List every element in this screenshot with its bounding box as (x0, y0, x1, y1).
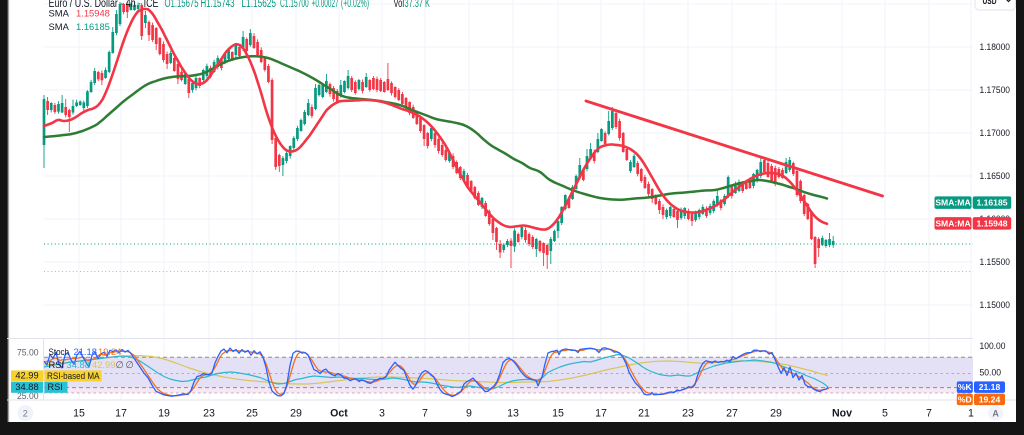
svg-text:%K: %K (958, 382, 973, 392)
svg-text:42.99: 42.99 (15, 371, 38, 381)
svg-text:23: 23 (203, 408, 215, 420)
svg-text:1.17500: 1.17500 (980, 85, 1011, 95)
svg-text:1.15500: 1.15500 (980, 257, 1011, 267)
svg-text:23: 23 (682, 408, 694, 420)
svg-text:5: 5 (882, 408, 888, 420)
svg-text:USD: USD (983, 0, 997, 7)
svg-text:3: 3 (379, 408, 385, 420)
svg-text:19.24: 19.24 (979, 394, 1001, 404)
svg-text:34.88: 34.88 (15, 382, 38, 392)
svg-text:A: A (992, 408, 999, 418)
svg-text:15: 15 (73, 408, 85, 420)
svg-text:7: 7 (926, 408, 932, 420)
svg-text:1.16185: 1.16185 (976, 198, 1007, 208)
svg-text:19: 19 (158, 408, 170, 420)
svg-text:Nov: Nov (832, 408, 852, 420)
svg-text:1.15000: 1.15000 (980, 300, 1011, 310)
svg-text:1.16500: 1.16500 (980, 171, 1011, 181)
svg-text:17: 17 (595, 408, 607, 420)
svg-text:50.00: 50.00 (980, 368, 1002, 378)
svg-text:27: 27 (726, 408, 738, 420)
svg-text:1.18000: 1.18000 (980, 42, 1011, 52)
svg-text:1.15948: 1.15948 (976, 218, 1007, 228)
svg-text:1: 1 (968, 408, 974, 420)
svg-text:2: 2 (23, 408, 28, 418)
svg-text:RSI: RSI (48, 382, 63, 392)
svg-text:29: 29 (770, 408, 782, 420)
svg-text:7: 7 (422, 408, 428, 420)
svg-text:25.00: 25.00 (17, 391, 39, 401)
svg-text:15: 15 (552, 408, 564, 420)
svg-text:1.17000: 1.17000 (980, 128, 1011, 138)
svg-text:29: 29 (290, 408, 302, 420)
svg-text:%D: %D (958, 394, 972, 404)
svg-text:SMA:MA: SMA:MA (935, 198, 970, 208)
svg-text:100.00: 100.00 (980, 341, 1006, 351)
svg-text:9: 9 (466, 408, 472, 420)
svg-text:13: 13 (507, 408, 519, 420)
svg-text:25: 25 (246, 408, 258, 420)
svg-text:Oct: Oct (330, 408, 348, 420)
svg-text:SMA:MA: SMA:MA (935, 218, 970, 228)
svg-text:21.18: 21.18 (979, 382, 1001, 392)
svg-text:75.00: 75.00 (17, 347, 39, 357)
svg-text:RSI-based MA: RSI-based MA (47, 371, 100, 381)
svg-text:17: 17 (115, 408, 127, 420)
svg-text:21: 21 (638, 408, 650, 420)
